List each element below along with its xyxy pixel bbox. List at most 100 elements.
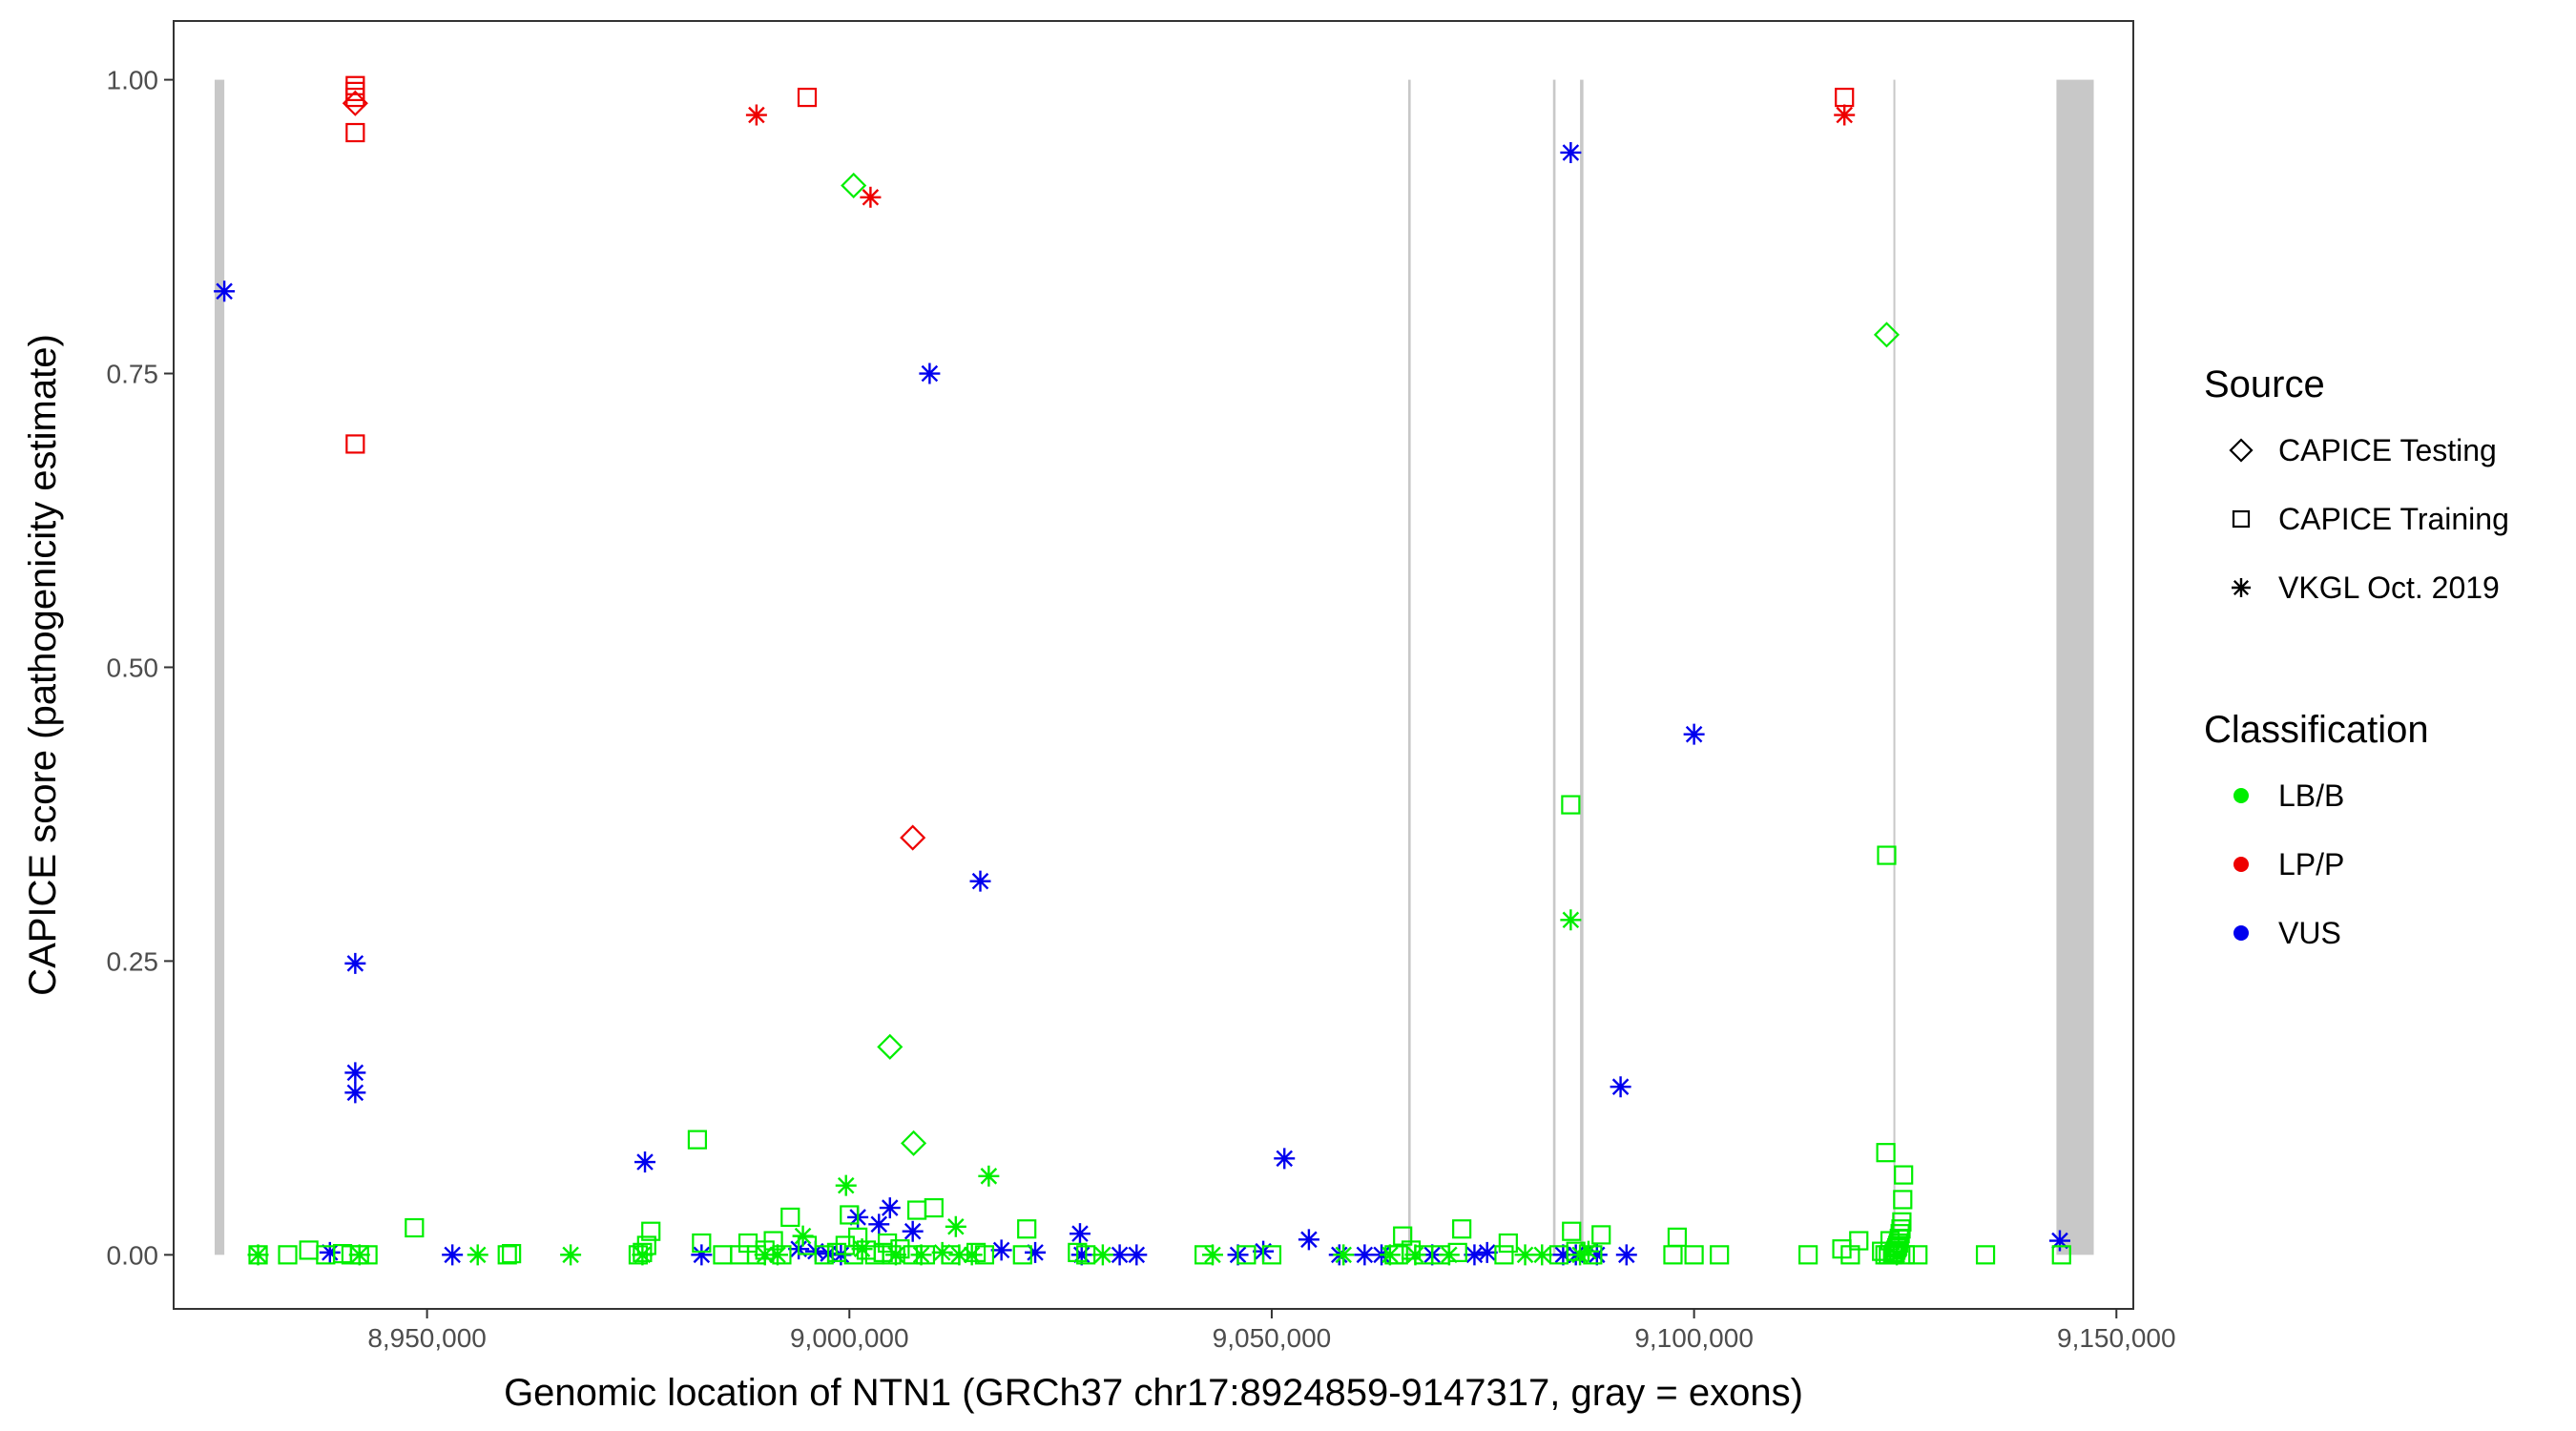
y-tick-label: 0.50 [107, 653, 159, 682]
data-point [634, 1151, 656, 1173]
y-axis: 0.00 0.25 0.50 0.75 1.00 [107, 66, 174, 1270]
data-point [2051, 1245, 2071, 1265]
data-point [1109, 1244, 1131, 1266]
x-tick-label: 8,950,000 [367, 1323, 487, 1353]
data-point [1561, 795, 1581, 815]
plot-panel-border [173, 20, 2134, 1310]
data-point [1552, 1244, 1574, 1266]
data-point [1404, 1244, 1426, 1266]
data-point [344, 1082, 366, 1104]
legend-source-title: Source [2204, 363, 2325, 405]
data-point [1514, 1244, 1536, 1266]
data-point [754, 1244, 776, 1266]
data-point [902, 1220, 924, 1242]
legend-classification-label: LP/P [2278, 847, 2344, 881]
data-point [1894, 1165, 1914, 1185]
data-point [2048, 1230, 2070, 1252]
data-point [405, 1217, 425, 1238]
data-point [247, 1244, 269, 1266]
data-point [1834, 104, 1856, 126]
data-point [1201, 1244, 1223, 1266]
data-point [900, 824, 926, 851]
data-point [214, 280, 236, 302]
data-point [632, 1244, 654, 1266]
data-point [319, 1241, 341, 1263]
data-point [345, 122, 365, 143]
data-point [1070, 1244, 1092, 1266]
data-point [860, 186, 882, 208]
data-point [978, 1165, 1000, 1187]
data-point [467, 1244, 488, 1266]
data-point [1274, 1148, 1296, 1170]
data-point [1012, 1245, 1032, 1265]
data-point [840, 1205, 860, 1225]
legend-key-dot [2233, 925, 2249, 941]
data-point [1091, 1244, 1113, 1266]
data-point [877, 1033, 904, 1060]
data-point [948, 1244, 970, 1266]
legend-source-label: CAPICE Testing [2278, 433, 2497, 467]
data-point [1873, 321, 1901, 348]
data-point [910, 1244, 932, 1266]
data-point [1569, 1244, 1591, 1266]
data-point [692, 1233, 712, 1254]
exon-band [1407, 79, 1411, 1255]
data-point [1562, 1221, 1582, 1241]
data-point [1379, 1244, 1401, 1266]
x-tick-label: 9,150,000 [2057, 1323, 2176, 1353]
data-point [1354, 1244, 1376, 1266]
data-point [841, 172, 867, 199]
data-point [969, 870, 991, 892]
legend-key-diamond [2229, 438, 2254, 463]
data-point [1663, 1245, 1683, 1265]
legend-classification-keys [2233, 788, 2249, 941]
data-point [1126, 1244, 1148, 1266]
data-point [907, 1200, 927, 1220]
exon-bands [215, 79, 2094, 1255]
legend-key-square [2232, 509, 2251, 529]
legend-source: Source CAPICE Testing CAPICE Training VK… [2204, 363, 2509, 605]
data-point [1832, 1239, 1852, 1259]
data-point [792, 1225, 814, 1247]
data-point [826, 1242, 847, 1262]
data-point [745, 104, 767, 126]
data-point [1017, 1219, 1037, 1239]
data-point [1610, 1076, 1631, 1098]
exon-band [1552, 79, 1556, 1255]
data-point [1476, 1241, 1498, 1263]
y-axis-title: CAPICE score (pathogenicity estimate) [22, 334, 64, 996]
data-point [1908, 1245, 1928, 1265]
data-point [1531, 1244, 1553, 1266]
data-point [1236, 1245, 1257, 1265]
data-point [691, 1244, 713, 1266]
data-point [961, 1244, 983, 1266]
data-point [1586, 1244, 1608, 1266]
data-point [931, 1241, 953, 1263]
data-point [348, 1244, 370, 1266]
data-point [879, 1197, 901, 1219]
y-tick-label: 0.00 [107, 1240, 159, 1270]
data-point [1710, 1245, 1730, 1265]
x-tick-label: 9,000,000 [790, 1323, 909, 1353]
data-point [901, 1130, 927, 1156]
data-point [1494, 1245, 1514, 1265]
data-point [1684, 1245, 1704, 1265]
data-point [1261, 1245, 1282, 1265]
legend-classification-title: Classification [2204, 709, 2429, 751]
data-point [560, 1244, 582, 1266]
data-point [1298, 1229, 1319, 1251]
data-point [1560, 141, 1582, 163]
legend-classification: Classification LB/B LP/P VUS [2204, 709, 2429, 950]
data-point [1025, 1241, 1047, 1263]
data-point [1798, 1245, 1818, 1265]
data-point [767, 1244, 789, 1266]
data-point [1877, 845, 1897, 865]
data-point [1615, 1244, 1637, 1266]
exon-band [2056, 79, 2094, 1255]
data-point [990, 1239, 1012, 1261]
data-point [1872, 1241, 1892, 1261]
data-point [919, 363, 941, 384]
data-point [1560, 909, 1582, 931]
legend-classification-label: LB/B [2278, 778, 2344, 813]
